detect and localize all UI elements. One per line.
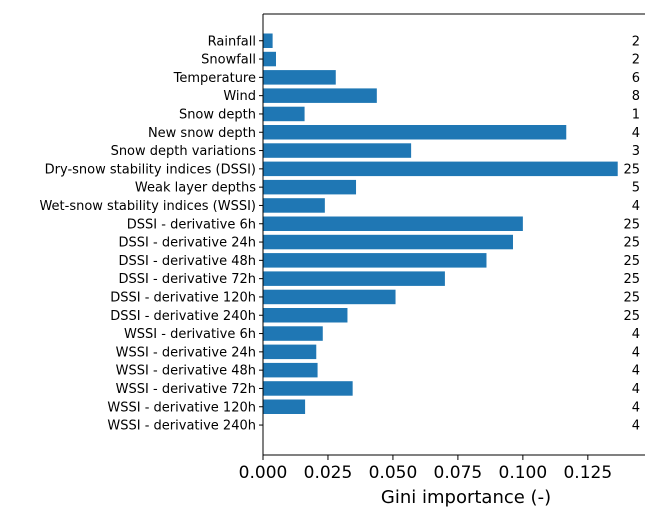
category-label: WSSI - derivative 72h [116, 382, 256, 397]
x-tick-label: 0.125 [563, 463, 612, 483]
count-label: 25 [623, 272, 640, 287]
category-label: DSSI - derivative 6h [127, 217, 256, 232]
count-label: 25 [623, 162, 640, 177]
category-label: DSSI - derivative 120h [110, 290, 256, 305]
count-label: 4 [632, 419, 640, 434]
bar [263, 51, 276, 67]
bar [263, 143, 412, 158]
bar [263, 271, 445, 286]
category-label: DSSI - derivative 24h [119, 236, 256, 251]
count-label: 25 [623, 254, 640, 269]
category-label: Snow depth [179, 107, 256, 122]
bar [263, 125, 567, 140]
category-label: WSSI - derivative 24h [116, 345, 256, 360]
count-label: 25 [623, 236, 640, 251]
bars-group [263, 33, 618, 414]
count-label: 4 [632, 327, 640, 342]
bar [263, 70, 336, 85]
bar [263, 253, 487, 268]
count-label: 4 [632, 126, 640, 141]
category-label: DSSI - derivative 48h [119, 254, 256, 269]
count-label: 8 [632, 89, 640, 104]
bar [263, 308, 348, 323]
bar [263, 216, 523, 231]
category-label: WSSI - derivative 6h [124, 327, 256, 342]
count-label: 4 [632, 400, 640, 415]
count-label: 25 [623, 217, 640, 232]
category-label: WSSI - derivative 240h [107, 419, 256, 434]
count-label: 5 [632, 181, 640, 196]
category-label: New snow depth [148, 126, 256, 141]
category-label: Wet-snow stability indices (WSSI) [39, 199, 256, 214]
x-tick-label: 0.075 [434, 463, 483, 483]
bar [263, 234, 513, 250]
bar [263, 161, 618, 177]
bar [263, 88, 377, 103]
bar [263, 399, 306, 414]
x-tick-label: 0.050 [369, 463, 418, 483]
count-label: 2 [632, 34, 640, 49]
bar [263, 179, 357, 195]
category-label: WSSI - derivative 48h [116, 364, 256, 379]
x-tick-label: 0.025 [304, 463, 353, 483]
bar [263, 106, 305, 122]
count-label: 1 [632, 107, 640, 122]
x-axis-ticks: 0.000 0.025 0.050 0.075 0.100 0.125 [239, 455, 612, 483]
category-label: Temperature [173, 71, 256, 86]
count-label: 4 [632, 364, 640, 379]
count-label: 4 [632, 382, 640, 397]
count-label: 4 [632, 345, 640, 360]
bar [263, 362, 318, 378]
x-axis-title: Gini importance (-) [381, 487, 551, 508]
count-label: 4 [632, 199, 640, 214]
bar [263, 198, 325, 213]
count-label: 25 [623, 290, 640, 305]
category-label: WSSI - derivative 120h [107, 400, 256, 415]
bar [263, 289, 396, 305]
x-tick-label: 0.100 [499, 463, 548, 483]
x-tick-label: 0.000 [239, 463, 288, 483]
count-label: 2 [632, 53, 640, 68]
bar [263, 344, 317, 360]
count-label: 25 [623, 309, 640, 324]
bar [263, 381, 353, 396]
category-labels: Rainfall Snowfall Temperature Wind Snow dept… [39, 34, 263, 434]
count-labels: 2 2 6 8 1 4 3 25 5 4 25 25 25 25 25 25 4 4 4 4 4 4 [623, 34, 640, 433]
category-label: DSSI - derivative 72h [119, 272, 256, 287]
bar [263, 33, 273, 48]
bar [263, 326, 323, 341]
count-label: 6 [632, 71, 640, 86]
category-label: Weak layer depths [135, 181, 256, 196]
category-label: Wind [223, 89, 256, 104]
category-label: Snow depth variations [111, 144, 257, 159]
count-label: 3 [632, 144, 640, 159]
category-label: Dry-snow stability indices (DSSI) [45, 162, 256, 177]
category-label: Snowfall [201, 53, 256, 68]
category-label: Rainfall [208, 34, 256, 49]
category-label: DSSI - derivative 240h [110, 309, 256, 324]
